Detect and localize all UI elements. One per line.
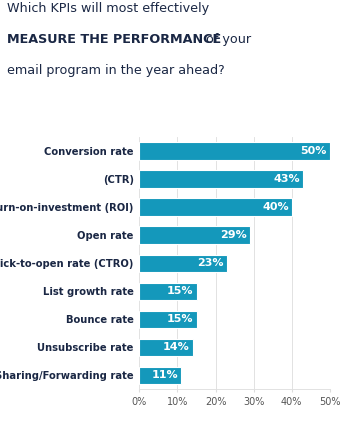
Bar [139,282,197,300]
Bar [139,339,193,356]
Text: 15%: 15% [167,286,193,296]
Text: 43%: 43% [273,174,300,184]
Text: 50%: 50% [300,146,327,156]
Text: 40%: 40% [262,202,289,212]
Text: 29%: 29% [220,230,247,240]
Text: of your: of your [202,33,251,46]
Text: 14%: 14% [163,342,190,352]
Bar [139,226,250,244]
Bar [139,367,181,384]
Text: 15%: 15% [167,314,193,324]
Text: Which KPIs will most effectively: Which KPIs will most effectively [7,2,209,15]
Text: 23%: 23% [198,258,224,268]
Bar [139,255,227,272]
Bar [139,170,303,188]
Bar [139,311,197,328]
Text: MEASURE THE PERFORMANCE: MEASURE THE PERFORMANCE [7,33,221,46]
Bar [139,199,292,216]
Bar [139,142,330,160]
Text: email program in the year ahead?: email program in the year ahead? [7,64,224,77]
Text: 11%: 11% [152,371,178,380]
